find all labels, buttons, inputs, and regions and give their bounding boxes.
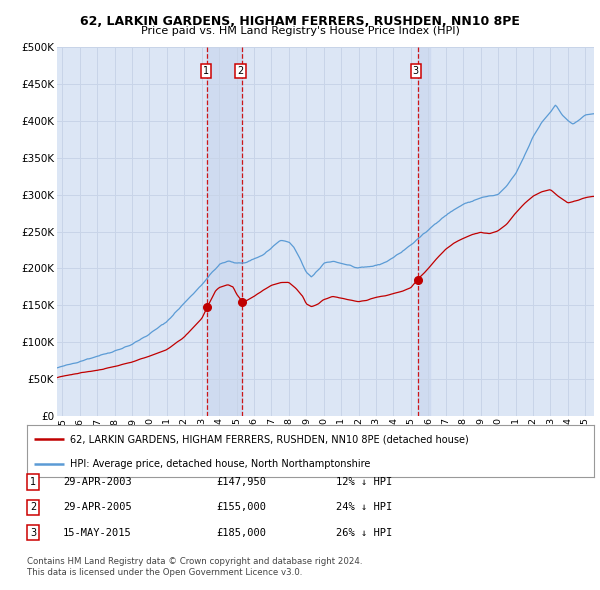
Text: 2: 2 (238, 66, 244, 76)
Bar (208, 47, 242, 416)
Text: Contains HM Land Registry data © Crown copyright and database right 2024.: Contains HM Land Registry data © Crown c… (27, 557, 362, 566)
Text: This data is licensed under the Open Government Licence v3.0.: This data is licensed under the Open Gov… (27, 568, 302, 577)
Text: £185,000: £185,000 (216, 528, 266, 537)
Text: 1: 1 (203, 66, 209, 76)
Text: 15-MAY-2015: 15-MAY-2015 (63, 528, 132, 537)
Text: £147,950: £147,950 (216, 477, 266, 487)
Text: 62, LARKIN GARDENS, HIGHAM FERRERS, RUSHDEN, NN10 8PE: 62, LARKIN GARDENS, HIGHAM FERRERS, RUSH… (80, 15, 520, 28)
Text: 29-APR-2005: 29-APR-2005 (63, 503, 132, 512)
Text: 1: 1 (30, 477, 36, 487)
Text: 12% ↓ HPI: 12% ↓ HPI (336, 477, 392, 487)
Text: 26% ↓ HPI: 26% ↓ HPI (336, 528, 392, 537)
Text: 2: 2 (30, 503, 36, 512)
Text: 3: 3 (413, 66, 419, 76)
Text: 62, LARKIN GARDENS, HIGHAM FERRERS, RUSHDEN, NN10 8PE (detached house): 62, LARKIN GARDENS, HIGHAM FERRERS, RUSH… (70, 434, 468, 444)
Text: £155,000: £155,000 (216, 503, 266, 512)
Text: HPI: Average price, detached house, North Northamptonshire: HPI: Average price, detached house, Nort… (70, 459, 370, 469)
Text: Price paid vs. HM Land Registry's House Price Index (HPI): Price paid vs. HM Land Registry's House … (140, 26, 460, 36)
Text: 3: 3 (30, 528, 36, 537)
Bar (418, 47, 430, 416)
Text: 24% ↓ HPI: 24% ↓ HPI (336, 503, 392, 512)
Text: 29-APR-2003: 29-APR-2003 (63, 477, 132, 487)
